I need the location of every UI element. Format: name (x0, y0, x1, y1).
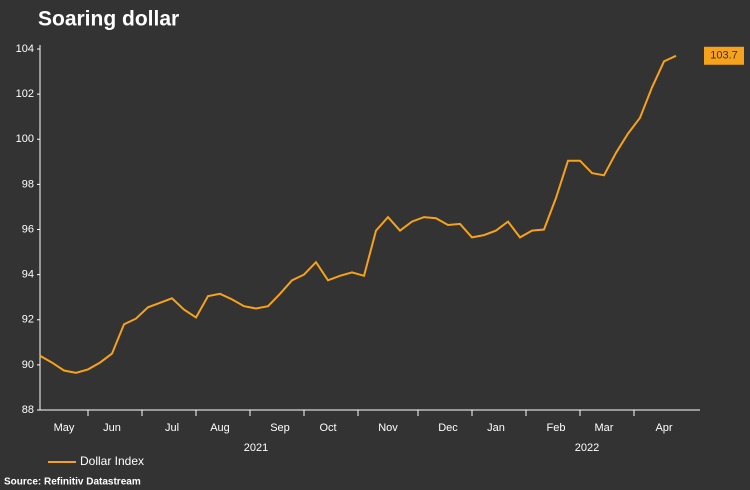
chart-title: Soaring dollar (38, 8, 179, 31)
y-tick-label: 96 (22, 223, 34, 235)
legend-label: Dollar Index (80, 454, 144, 468)
x-tick-label: Mar (595, 422, 614, 434)
y-tick-label: 90 (22, 359, 34, 371)
year-label: 2021 (244, 442, 268, 454)
x-tick-label: Jun (103, 422, 121, 434)
x-tick-label: Sep (270, 422, 290, 434)
line (39, 54, 677, 374)
y-tick-label: 98 (22, 178, 34, 190)
y-tick-label: 92 (22, 314, 34, 326)
y-tick-label: 94 (22, 269, 34, 281)
year-label: 2022 (575, 442, 599, 454)
end-label-box (704, 46, 744, 65)
x-tick-label: Feb (547, 422, 566, 434)
y-tick-label: 104 (16, 43, 34, 55)
x-tick-label: Aug (210, 422, 230, 434)
y-tick-label: 88 (22, 404, 34, 416)
x-tick-label: Dec (438, 422, 458, 434)
x-tick-label: Oct (319, 422, 336, 434)
x-tick-label: Jul (165, 422, 179, 434)
end-label: 103.7 (710, 50, 738, 62)
y-tick-label: 100 (16, 133, 34, 145)
source: Source: Refinitiv Datastream (4, 477, 141, 488)
x-tick-label: Apr (655, 422, 672, 434)
x-tick-label: Jan (487, 422, 505, 434)
y-tick-label: 102 (16, 88, 34, 100)
x-tick-label: Nov (378, 422, 398, 434)
x-tick-label: May (54, 422, 75, 434)
